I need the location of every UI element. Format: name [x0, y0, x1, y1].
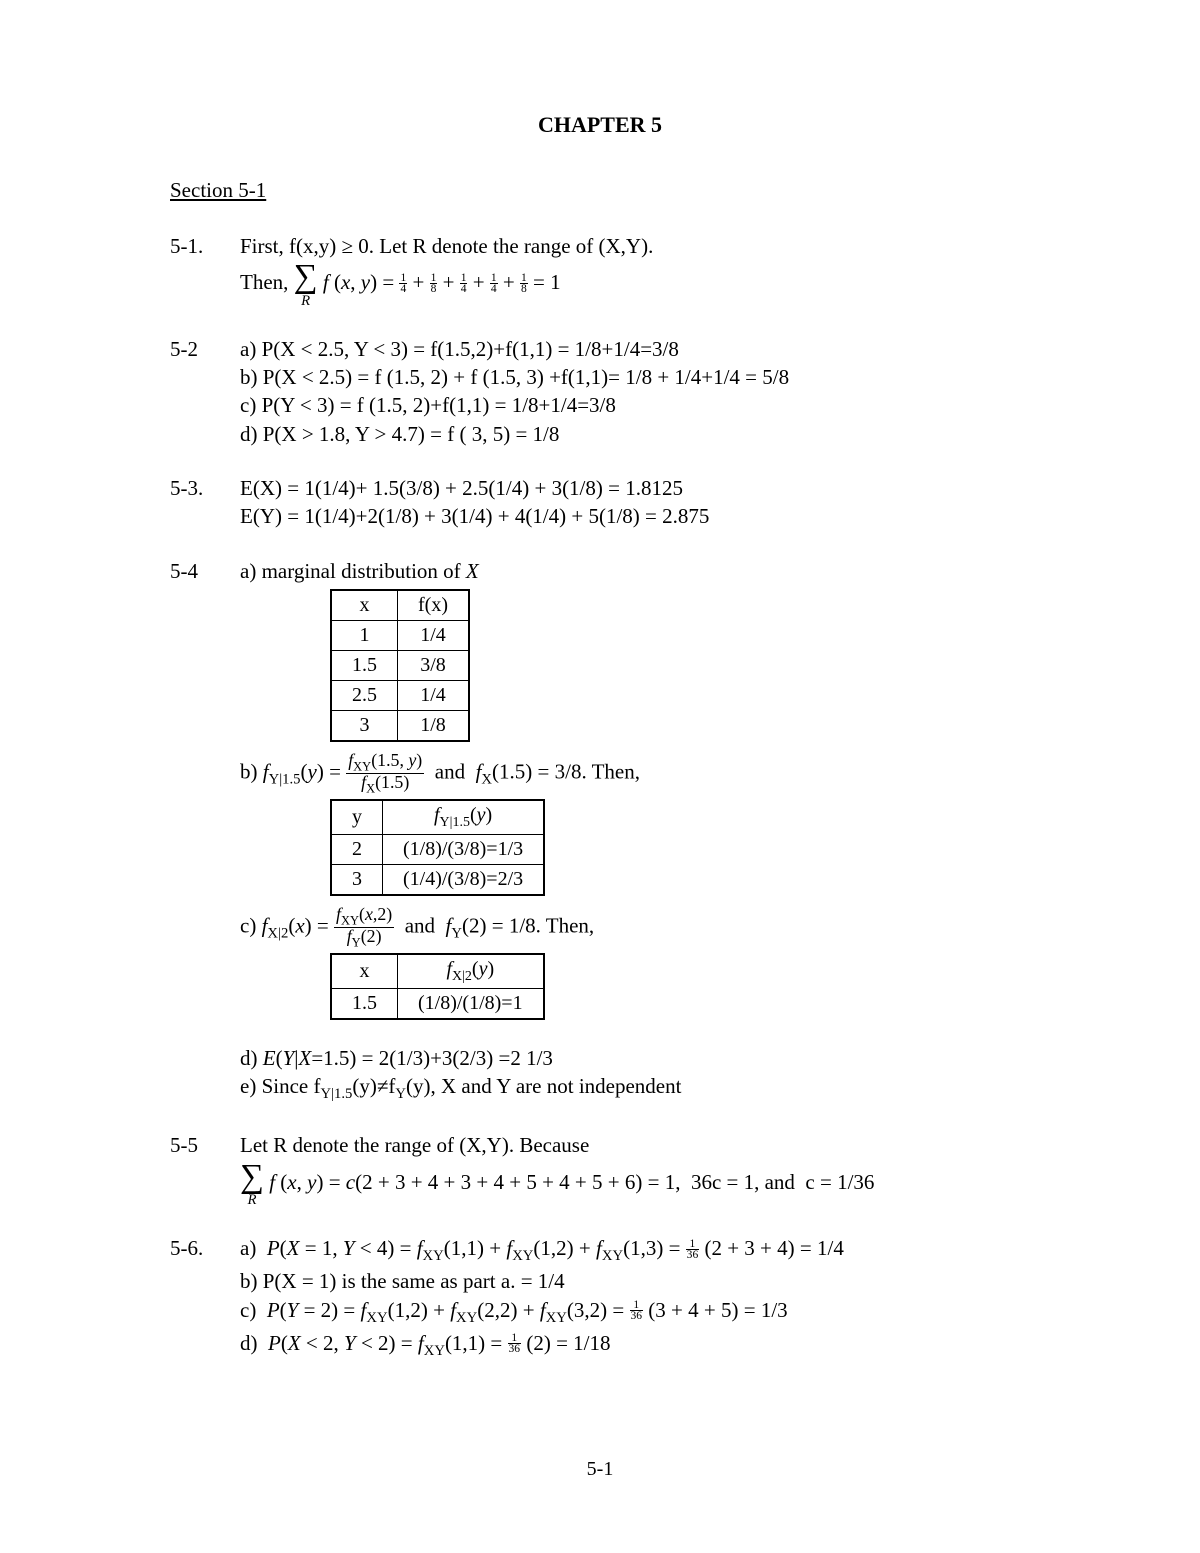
fraction: 136 [686, 1239, 700, 1261]
fraction: 18 [520, 273, 528, 295]
table-header: fY|1.5(y) [383, 800, 545, 834]
text-line: d) P(X < 2, Y < 2) = fXY(1,1) = 136 (2) … [240, 1329, 1030, 1362]
text: Then, [240, 270, 294, 294]
section-title: Section 5-1 [170, 176, 1030, 204]
table-header: fX|2(y) [398, 954, 544, 988]
text-line: First, f(x,y) ≥ 0. Let R denote the rang… [240, 232, 1030, 260]
chapter-title: CHAPTER 5 [170, 110, 1030, 140]
table-cond-x: x fX|2(y) 1.5(1/8)/(1/8)=1 [330, 953, 545, 1020]
table-cell: (1/8)/(3/8)=1/3 [383, 835, 545, 865]
text-line: a) P(X < 2.5, Y < 3) = f(1.5,2)+f(1,1) =… [240, 335, 1030, 363]
problem-number: 5-6. [170, 1234, 240, 1361]
table-cell: 1.5 [331, 989, 398, 1020]
table-cell: 1/8 [398, 711, 469, 742]
text-line: c) P(Y = 2) = fXY(1,2) + fXY(2,2) + fXY(… [240, 1296, 1030, 1329]
table-cell: 3 [331, 711, 398, 742]
text-line: a) marginal distribution of X [240, 557, 1030, 585]
problem-body: a) P(X = 1, Y < 4) = fXY(1,1) + fXY(1,2)… [240, 1234, 1030, 1361]
problem-number: 5-1. [170, 232, 240, 309]
fraction: fXY(x,2) fY(2) [334, 906, 394, 949]
table-cell: (1/8)/(1/8)=1 [398, 989, 544, 1020]
fraction: 14 [490, 273, 498, 295]
text-line: c) fX|2(x) = fXY(x,2) fY(2) and fY(2) = … [240, 906, 1030, 949]
fraction: 14 [399, 273, 407, 295]
text-line: b) P(X = 1) is the same as part a. = 1/4 [240, 1267, 1030, 1295]
summation-symbol: ∑ R [240, 1160, 264, 1208]
problem-number: 5-5 [170, 1131, 240, 1208]
problem-body: Let R denote the range of (X,Y). Because… [240, 1131, 1030, 1208]
page-number: 5-1 [0, 1456, 1200, 1483]
text-line: E(X) = 1(1/4)+ 1.5(3/8) + 2.5(1/4) + 3(1… [240, 474, 1030, 502]
table-cell: 1/4 [398, 681, 469, 711]
table-cond-y: y fY|1.5(y) 2(1/8)/(3/8)=1/3 3(1/4)/(3/8… [330, 799, 545, 896]
text: = 1 [533, 270, 561, 294]
table-cell: 1/4 [398, 621, 469, 651]
problem-body: First, f(x,y) ≥ 0. Let R denote the rang… [240, 232, 1030, 309]
text-line: d) E(Y|X=1.5) = 2(1/3)+3(2/3) =2 1/3 [240, 1044, 1030, 1072]
text-line: c) P(Y < 3) = f (1.5, 2)+f(1,1) = 1/8+1/… [240, 391, 1030, 419]
problem-5-1: 5-1. First, f(x,y) ≥ 0. Let R denote the… [170, 232, 1030, 309]
fraction: 14 [460, 273, 468, 295]
text-line: a) P(X = 1, Y < 4) = fXY(1,1) + fXY(1,2)… [240, 1234, 1030, 1267]
table-header: x [331, 954, 398, 988]
problem-number: 5-3. [170, 474, 240, 531]
table-cell: 1.5 [331, 651, 398, 681]
table-cell: 2.5 [331, 681, 398, 711]
text-line: b) fY|1.5(y) = fXY(1.5, y) fX(1.5) and f… [240, 752, 1030, 795]
table-cell: 3/8 [398, 651, 469, 681]
fraction: fXY(1.5, y) fX(1.5) [346, 752, 424, 795]
table-cell: 2 [331, 835, 383, 865]
text-line: b) P(X < 2.5) = f (1.5, 2) + f (1.5, 3) … [240, 363, 1030, 391]
problem-5-2: 5-2 a) P(X < 2.5, Y < 3) = f(1.5,2)+f(1,… [170, 335, 1030, 448]
problem-body: E(X) = 1(1/4)+ 1.5(3/8) + 2.5(1/4) + 3(1… [240, 474, 1030, 531]
problem-5-4: 5-4 a) marginal distribution of X xf(x) … [170, 557, 1030, 1106]
table-cell: 1 [331, 621, 398, 651]
fraction: 136 [630, 1300, 644, 1322]
problem-5-3: 5-3. E(X) = 1(1/4)+ 1.5(3/8) + 2.5(1/4) … [170, 474, 1030, 531]
summation-symbol: ∑ R [294, 260, 318, 308]
problem-body: a) P(X < 2.5, Y < 3) = f(1.5,2)+f(1,1) =… [240, 335, 1030, 448]
problem-number: 5-4 [170, 557, 240, 1106]
text-line: E(Y) = 1(1/4)+2(1/8) + 3(1/4) + 4(1/4) +… [240, 502, 1030, 530]
problem-5-5: 5-5 Let R denote the range of (X,Y). Bec… [170, 1131, 1030, 1208]
table-header: y [331, 800, 383, 834]
fraction: 18 [430, 273, 438, 295]
text-line: e) Since fY|1.5(y)≠fY(y), X and Y are no… [240, 1072, 1030, 1105]
table-header: x [331, 590, 398, 621]
table-marginal-x: xf(x) 11/4 1.53/8 2.51/4 31/8 [330, 589, 470, 742]
text-line: d) P(X > 1.8, Y > 4.7) = f ( 3, 5) = 1/8 [240, 420, 1030, 448]
text: f [323, 270, 334, 294]
problem-body: a) marginal distribution of X xf(x) 11/4… [240, 557, 1030, 1106]
text-line: Then, ∑ R f (x, y) = 14 + 18 + 14 + 14 +… [240, 260, 1030, 308]
text-line: Let R denote the range of (X,Y). Because [240, 1131, 1030, 1159]
page: CHAPTER 5 Section 5-1 5-1. First, f(x,y)… [0, 0, 1200, 1553]
problem-5-6: 5-6. a) P(X = 1, Y < 4) = fXY(1,1) + fXY… [170, 1234, 1030, 1361]
table-header: f(x) [398, 590, 469, 621]
table-cell: 3 [331, 865, 383, 896]
fraction: 136 [508, 1333, 522, 1355]
table-cell: (1/4)/(3/8)=2/3 [383, 865, 545, 896]
problem-number: 5-2 [170, 335, 240, 448]
text-line: ∑ R f (x, y) = c(2 + 3 + 4 + 3 + 4 + 5 +… [240, 1160, 1030, 1208]
